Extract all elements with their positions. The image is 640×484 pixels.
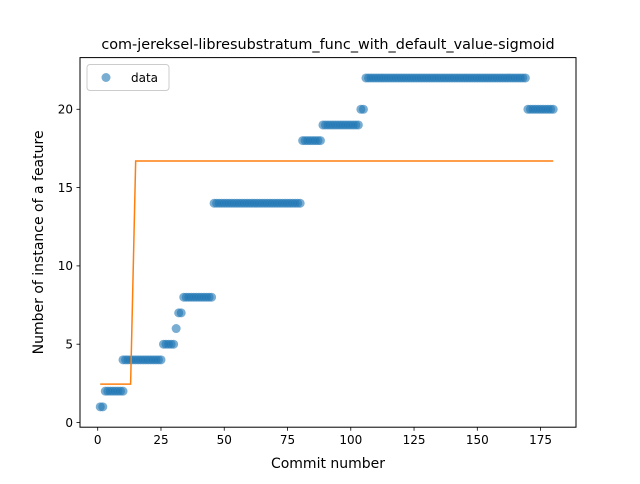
x-axis-ticks: 0 25 50 75 100 125 150 175 [94,427,552,447]
x-tick-label: 50 [217,433,232,447]
data-point [118,386,128,396]
data-point [98,402,108,412]
x-tick-label: 125 [403,433,426,447]
legend-marker-data [101,73,111,82]
y-tick-label: 20 [58,103,73,117]
x-tick-label: 175 [529,433,552,447]
data-point [169,339,179,349]
x-tick-label: 75 [280,433,295,447]
data-point [358,104,368,114]
y-tick-label: 5 [65,337,73,351]
data-point [353,120,363,130]
legend: data [86,64,170,91]
y-tick-label: 10 [58,259,73,273]
data-point [315,136,325,146]
data-point [176,308,186,318]
data-point [156,355,166,365]
x-tick-label: 150 [466,433,489,447]
data-point [520,73,530,83]
x-axis-label: Commit number [271,456,385,472]
fit-line [100,160,554,385]
y-tick-label: 15 [58,181,73,195]
data-point [171,324,181,334]
y-tick-label: 0 [65,416,73,430]
x-tick-label: 0 [94,433,102,447]
data-point [548,104,558,114]
x-tick-label: 100 [339,433,362,447]
legend-frame [86,64,170,91]
legend-label-data: data [131,71,158,85]
plot-area-frame [79,57,577,428]
data-point [295,198,305,208]
data-point [207,292,217,302]
x-tick-label: 25 [153,433,168,447]
y-axis-ticks: 0 5 10 15 20 [58,103,80,430]
plot-marks [95,73,558,412]
y-axis-label: Number of instance of a feature [31,130,47,354]
chart-title: com-jereksel-libresubstratum_func_with_d… [101,37,554,53]
